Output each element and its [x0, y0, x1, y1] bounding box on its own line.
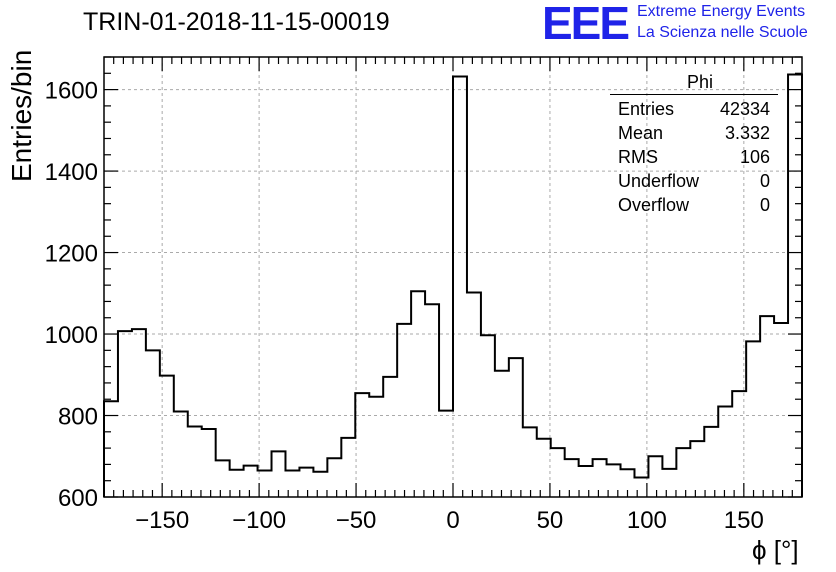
stats-divider — [610, 94, 778, 95]
stats-value: 0 — [759, 171, 770, 191]
x-tick-label: 100 — [627, 507, 667, 534]
stats-row-underflow: Underflow 0 — [610, 169, 778, 193]
x-tick-label: −100 — [232, 507, 286, 534]
stats-value: 3.332 — [724, 123, 770, 143]
axis-ticks — [104, 56, 802, 498]
stats-box: Phi Entries 42334 Mean 3.332 RMS 106 Und… — [610, 70, 778, 217]
y-tick-label: 600 — [58, 485, 98, 512]
x-tick-label: −150 — [135, 507, 189, 534]
stats-value: 0 — [759, 195, 770, 215]
eee-logo: EEE — [542, 0, 630, 49]
x-tick-labels: −150 −100 −50 0 50 100 150 — [135, 507, 764, 534]
x-tick-label: 50 — [537, 507, 564, 534]
stats-label: Overflow — [618, 195, 690, 215]
logo-subtitle-line2: La Scienza nelle Scuole — [637, 24, 808, 41]
y-tick-label: 800 — [58, 404, 98, 431]
x-axis-label: ϕ [°] — [752, 535, 799, 565]
stats-row-mean: Mean 3.332 — [610, 121, 778, 145]
y-tick-label: 1400 — [45, 159, 98, 186]
stats-label: Mean — [618, 123, 664, 143]
y-tick-label: 1600 — [45, 78, 98, 105]
stats-label: Entries — [618, 99, 675, 119]
x-tick-label: 150 — [724, 507, 764, 534]
stats-label: RMS — [618, 147, 658, 167]
stats-label: Underflow — [618, 171, 700, 191]
stats-row-entries: Entries 42334 — [610, 97, 778, 121]
stats-row-rms: RMS 106 — [610, 145, 778, 169]
chart-title: TRIN-01-2018-11-15-00019 — [83, 8, 390, 36]
x-tick-label: 0 — [446, 507, 459, 534]
stats-title: Phi — [686, 72, 713, 92]
y-axis-label: Entries/bin — [6, 49, 37, 182]
y-tick-label: 1200 — [45, 241, 98, 268]
histogram-step-line — [103, 73, 803, 497]
stats-row-overflow: Overflow 0 — [610, 193, 778, 217]
y-tick-label: 1000 — [45, 322, 98, 349]
x-tick-label: −50 — [336, 507, 377, 534]
y-tick-labels: 600 800 1000 1200 1400 1600 — [45, 78, 98, 512]
stats-value: 42334 — [719, 99, 770, 119]
logo-subtitle-line1: Extreme Energy Events — [637, 3, 806, 20]
stats-value: 106 — [739, 147, 770, 167]
